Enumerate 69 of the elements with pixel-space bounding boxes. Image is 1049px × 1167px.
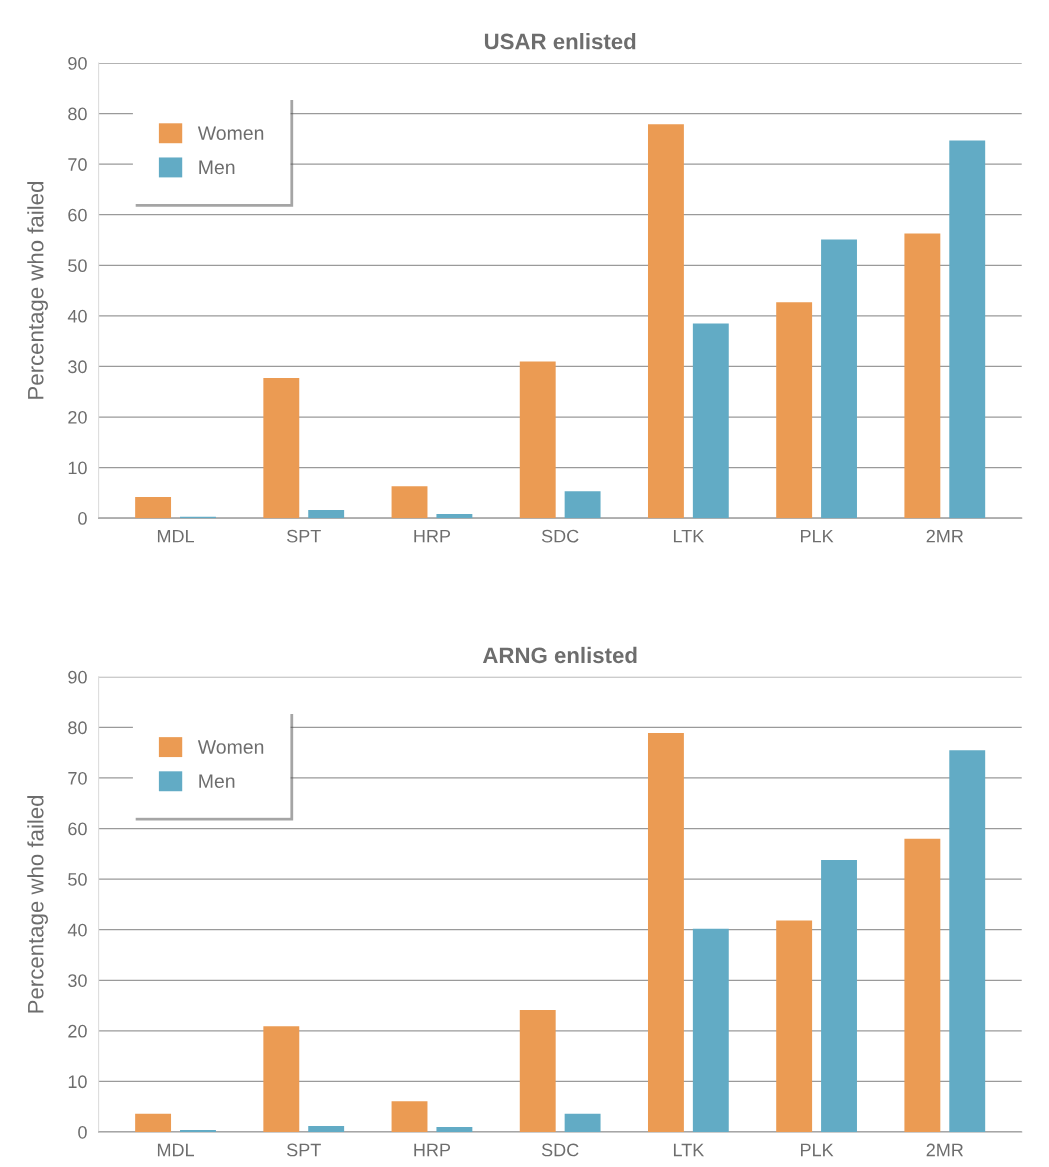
bar (436, 514, 473, 519)
bar (308, 1125, 345, 1132)
y-axis-title: Percentage who failed (27, 795, 48, 1013)
y-tick-label: 30 (68, 974, 87, 987)
x-tick-label: SDC (541, 1143, 579, 1157)
x-tick-label: LTK (673, 529, 705, 543)
x-tick-label: 2MR (926, 1143, 964, 1157)
bar (821, 239, 857, 519)
y-tick-label: 90 (68, 670, 87, 684)
x-tick-label: LTK (673, 1143, 705, 1157)
y-tick-label: 40 (67, 309, 87, 323)
x-tick-label: 2MR (926, 529, 964, 543)
chart-title: USAR enlisted (484, 33, 636, 50)
x-tick-label: SPT (287, 1143, 321, 1157)
y-tick-label: 40 (67, 923, 87, 937)
legend-label: Men (199, 160, 235, 175)
y-tick-label: 90 (68, 56, 87, 70)
bar (135, 1113, 172, 1132)
y-tick-label: 80 (68, 107, 87, 121)
y-axis-title: Percentage who failed (27, 182, 48, 399)
y-tick-label: 70 (68, 158, 87, 171)
bar (904, 233, 941, 519)
x-tick-label: MDL (157, 529, 194, 543)
bar (180, 1129, 216, 1132)
bar (391, 1101, 428, 1132)
y-tick-label: 50 (68, 259, 87, 273)
y-tick-label: 50 (68, 873, 87, 886)
bar (391, 486, 428, 519)
bar (904, 838, 941, 1132)
bar (776, 920, 813, 1132)
bar (308, 510, 345, 519)
bar (263, 378, 300, 519)
bar (949, 140, 986, 519)
y-tick-label: 70 (68, 771, 87, 785)
y-tick-label: 10 (68, 461, 87, 475)
y-tick-label: 60 (68, 822, 87, 836)
x-tick-label: SDC (541, 529, 579, 543)
bar (647, 732, 684, 1132)
legend-label: Women (197, 126, 264, 141)
y-tick-label: 30 (68, 360, 87, 374)
y-tick-label: 80 (68, 721, 87, 735)
legend-label: Women (197, 740, 264, 754)
y-tick-label: 20 (68, 1024, 87, 1038)
bar (564, 1113, 601, 1132)
y-tick-label: 0 (78, 512, 87, 525)
x-tick-label: SPT (287, 529, 321, 543)
chart-title: ARNG enlisted (482, 646, 637, 664)
bar (263, 1026, 300, 1132)
bar (692, 323, 729, 519)
y-tick-label: 0 (78, 1125, 87, 1139)
bar (821, 859, 857, 1132)
y-tick-label: 60 (68, 208, 87, 222)
bar (949, 750, 986, 1132)
bar (436, 1126, 473, 1132)
y-tick-label: 10 (68, 1075, 87, 1089)
bar (519, 361, 556, 519)
legend-label: Men (199, 774, 235, 789)
bar (519, 1010, 556, 1132)
bar (776, 302, 813, 519)
bar (647, 124, 684, 519)
x-tick-label: HRP (414, 1143, 451, 1157)
bar (135, 496, 172, 519)
x-tick-label: HRP (414, 529, 451, 543)
bar (692, 928, 729, 1132)
bar (564, 491, 601, 519)
y-tick-label: 20 (68, 410, 87, 424)
x-tick-label: MDL (157, 1143, 194, 1157)
x-tick-label: PLK (801, 1143, 834, 1157)
x-tick-label: PLK (801, 529, 834, 543)
